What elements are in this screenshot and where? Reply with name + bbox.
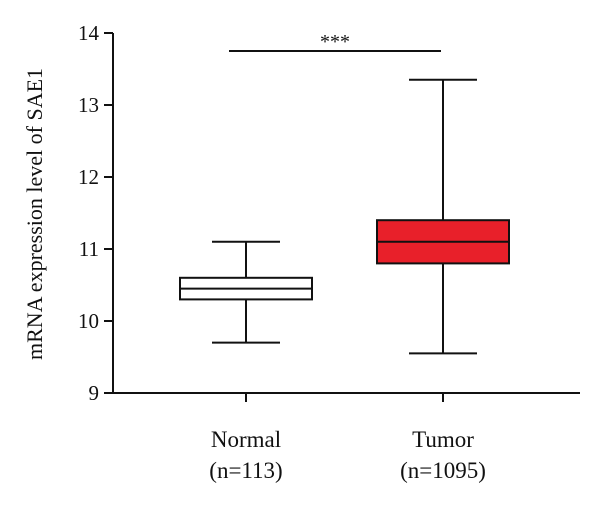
y-tick-label: 14 [78, 21, 100, 45]
significance-annotation: *** [229, 31, 441, 53]
box-normal: Normal (n=113) [179, 240, 313, 483]
significance-label: *** [320, 31, 350, 53]
x-category-label: Normal [211, 427, 281, 452]
x-category-count-label: (n=113) [209, 458, 282, 483]
y-tick-label: 10 [78, 309, 99, 333]
x-category-count-label: (n=1095) [400, 458, 486, 483]
y-tick-label: 11 [79, 237, 99, 261]
x-category-label: Tumor [412, 427, 474, 452]
box-tumor: Tumor (n=1095) [376, 78, 510, 483]
y-tick-label: 13 [78, 93, 99, 117]
y-ticks: 9 10 11 12 13 14 [78, 21, 113, 405]
y-tick-label: 12 [78, 165, 99, 189]
axes [112, 33, 580, 394]
y-axis-label: mRNA expression level of SAE1 [22, 68, 47, 360]
boxes: Normal (n=113) Tumor (n=1095) [179, 78, 510, 483]
y-tick-label: 9 [89, 381, 100, 405]
